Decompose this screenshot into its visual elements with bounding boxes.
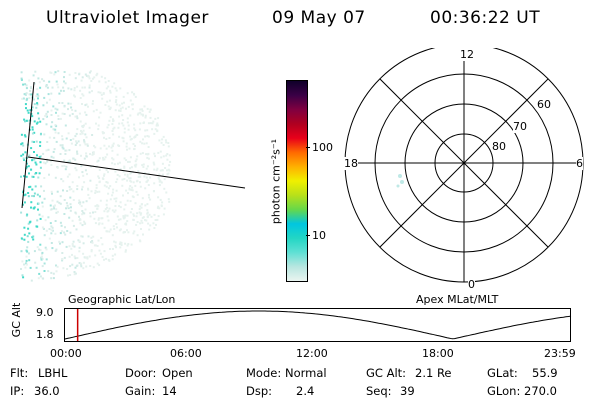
lat-label-70: 70 <box>513 120 527 133</box>
color-scale-bar <box>286 80 308 282</box>
info-seq-value: 39 <box>400 384 415 398</box>
timeline-right-title: Apex MLat/MLT <box>416 293 499 306</box>
lat-label-60: 60 <box>537 98 551 111</box>
info-dsp-value: 2.4 <box>296 384 315 398</box>
timeline-left-title: Geographic Lat/Lon <box>68 293 176 306</box>
colorbar-label: photon cm⁻²s⁻¹ <box>269 138 283 225</box>
image-date: 09 May 07 <box>272 8 366 28</box>
mlt-label-6: 6 <box>576 157 583 170</box>
mlt-label-18: 18 <box>344 157 358 170</box>
info-glat-value: 55.9 <box>532 366 558 380</box>
info-ip-label: IP: <box>10 384 25 398</box>
info-flt-value: LBHL <box>38 366 68 380</box>
info-glat-label: GLat: <box>487 366 518 380</box>
mlt-label-0: 0 <box>468 278 475 291</box>
info-glon-label: GLon: <box>487 384 521 398</box>
timeline-ytick-high: 9.0 <box>36 306 54 319</box>
dayside-line <box>27 156 246 189</box>
info-mode-value: Normal <box>285 366 327 380</box>
time-tick-2359: 23:59 <box>544 347 576 360</box>
info-ip-value: 36.0 <box>34 384 60 398</box>
image-time: 00:36:22 UT <box>430 8 541 28</box>
time-tick-0000: 00:00 <box>50 347 82 360</box>
time-tick-1200: 12:00 <box>296 347 328 360</box>
colorbar-tick-10: 10 <box>312 229 326 242</box>
time-tick-1800: 18:00 <box>422 347 454 360</box>
altitude-curve <box>64 310 572 340</box>
geographic-image <box>20 70 246 282</box>
info-gain-value: 14 <box>162 384 177 398</box>
info-flt-label: Flt: <box>10 366 29 380</box>
mlt-label-12: 12 <box>459 48 475 61</box>
timeline-ylabel: GC Alt <box>10 302 23 338</box>
info-glon-value: 270.0 <box>524 384 557 398</box>
info-door-value: Open <box>162 366 193 380</box>
polar-plot <box>344 48 584 283</box>
info-gain-label: Gain: <box>125 384 156 398</box>
info-seq-label: Seq: <box>366 384 392 398</box>
instrument-title: Ultraviolet Imager <box>46 8 209 28</box>
limb-line <box>21 81 35 209</box>
info-door-label: Door: <box>125 366 157 380</box>
info-mode-label: Mode: <box>246 366 282 380</box>
time-tick-0600: 06:00 <box>170 347 202 360</box>
info-dsp-label: Dsp: <box>246 384 273 398</box>
lat-label-80: 80 <box>492 140 506 153</box>
polar-emission-patch <box>396 174 404 188</box>
colorbar-tick-100: 100 <box>312 141 333 154</box>
emission-speckles <box>20 70 172 282</box>
timeline-ytick-low: 1.8 <box>36 328 54 341</box>
altitude-timeline <box>64 308 572 342</box>
info-gcalt-label: GC Alt: <box>366 366 407 380</box>
info-gcalt-value: 2.1 Re <box>415 366 452 380</box>
